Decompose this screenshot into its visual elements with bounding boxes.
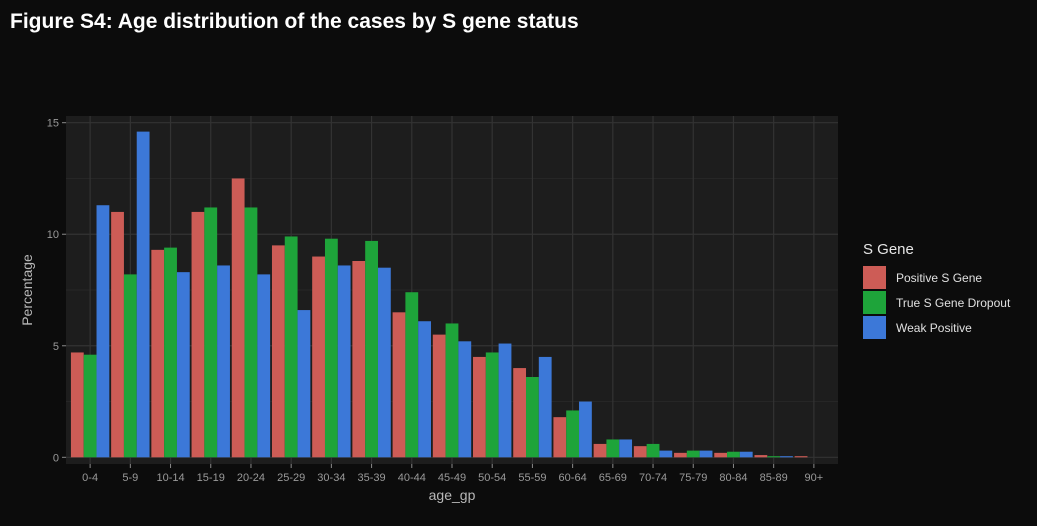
legend-key xyxy=(863,316,886,339)
bar xyxy=(231,178,245,458)
bar xyxy=(244,207,258,458)
bar xyxy=(699,450,713,458)
bar xyxy=(674,452,687,458)
y-tick-label: 10 xyxy=(47,229,59,241)
x-tick-label: 20-24 xyxy=(237,472,265,484)
bar xyxy=(485,352,499,458)
bar xyxy=(96,205,110,458)
bar xyxy=(111,211,124,458)
bar xyxy=(526,377,539,458)
bar xyxy=(566,410,580,458)
x-tick-label: 45-49 xyxy=(438,472,466,484)
bar xyxy=(392,312,406,458)
bar xyxy=(553,417,567,458)
x-tick-label: 40-44 xyxy=(398,472,426,484)
bar xyxy=(136,131,150,458)
bar xyxy=(418,321,431,458)
bar xyxy=(176,272,190,458)
x-tick-label: 35-39 xyxy=(358,472,386,484)
bar xyxy=(83,354,97,458)
bar xyxy=(324,238,338,458)
x-tick-label: 65-69 xyxy=(599,472,627,484)
bar xyxy=(151,249,165,458)
legend-key xyxy=(863,291,886,314)
bar xyxy=(498,343,512,458)
bar xyxy=(123,274,137,458)
bar xyxy=(794,456,808,458)
bar xyxy=(271,245,285,458)
bar xyxy=(405,292,419,458)
bar xyxy=(365,240,378,458)
x-tick-label: 15-19 xyxy=(197,472,225,484)
figure-title: Figure S4: Age distribution of the cases… xyxy=(10,10,579,33)
legend-title: S Gene xyxy=(863,241,914,258)
bar xyxy=(164,247,177,458)
bar xyxy=(217,265,230,458)
x-tick-label: 5-9 xyxy=(122,472,138,484)
legend: S Gene Positive S Gene True S Gene Dropou… xyxy=(863,241,1011,339)
x-tick-label: 75-79 xyxy=(679,472,707,484)
bar xyxy=(445,323,459,458)
x-tick-label: 60-64 xyxy=(559,472,587,484)
x-tick-label: 90+ xyxy=(805,472,824,484)
legend-label: True S Gene Dropout xyxy=(896,296,1011,310)
bar xyxy=(633,446,647,458)
bar xyxy=(284,236,298,458)
x-tick-label: 25-29 xyxy=(277,472,305,484)
bar xyxy=(513,368,527,458)
y-tick-label: 15 xyxy=(47,118,59,130)
y-axis-title: Percentage xyxy=(19,254,35,326)
x-tick-label: 70-74 xyxy=(639,472,667,484)
legend-label: Weak Positive xyxy=(896,321,972,335)
x-tick-label: 80-84 xyxy=(719,472,747,484)
bar xyxy=(646,443,660,458)
bar xyxy=(191,211,205,458)
bars xyxy=(70,131,808,458)
x-tick-label: 55-59 xyxy=(518,472,546,484)
bar xyxy=(659,450,673,458)
bar xyxy=(312,256,325,458)
bar xyxy=(337,265,351,458)
bar xyxy=(606,439,620,458)
bar xyxy=(538,356,552,458)
bar xyxy=(686,450,700,458)
y-tick-label: 5 xyxy=(53,341,59,353)
legend-label: Positive S Gene xyxy=(896,271,982,285)
bar xyxy=(70,352,84,458)
bar xyxy=(767,456,781,458)
bar xyxy=(727,451,740,458)
bar xyxy=(473,356,486,458)
bar xyxy=(352,261,366,458)
bar xyxy=(432,334,446,458)
bar xyxy=(780,456,793,458)
bar xyxy=(593,443,607,458)
x-tick-label: 10-14 xyxy=(156,472,184,484)
y-tick-label: 0 xyxy=(53,452,59,464)
x-tick-label: 85-89 xyxy=(760,472,788,484)
x-axis: 0-4 5-9 10-14 15-19 20-24 25-29 30-34 35-39 40-4… xyxy=(82,464,823,484)
y-axis: 0 5 10 15 xyxy=(47,118,66,464)
legend-key xyxy=(863,266,886,289)
bar xyxy=(204,207,218,458)
bar xyxy=(377,267,391,458)
x-tick-label: 50-54 xyxy=(478,472,506,484)
x-tick-label: 0-4 xyxy=(82,472,98,484)
bar xyxy=(579,401,592,458)
bar xyxy=(297,310,311,458)
x-tick-label: 30-34 xyxy=(317,472,345,484)
bar xyxy=(714,452,728,458)
bar xyxy=(739,451,753,458)
bar xyxy=(458,341,472,458)
bar xyxy=(619,439,633,458)
bar xyxy=(257,274,271,458)
bar xyxy=(754,455,768,458)
x-axis-title: age_gp xyxy=(429,487,476,503)
